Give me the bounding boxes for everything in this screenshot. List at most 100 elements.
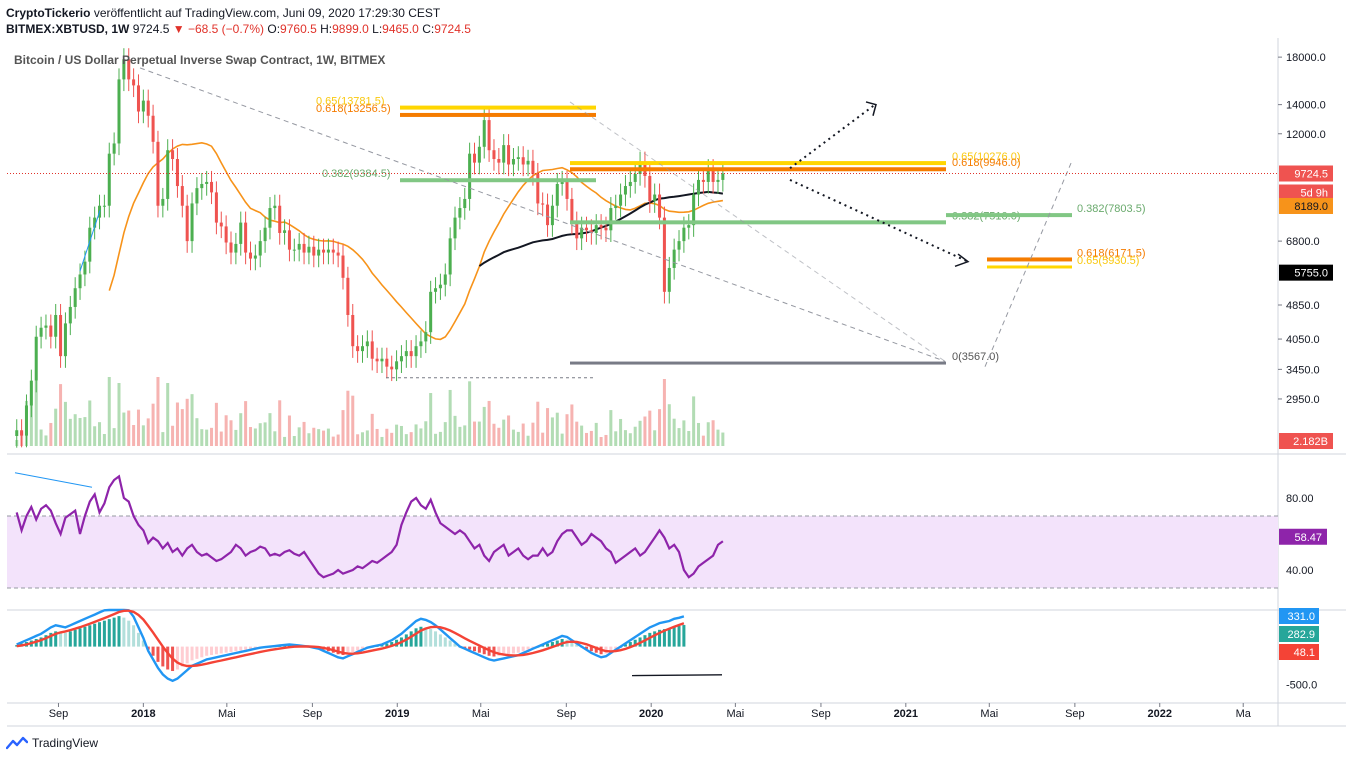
volume-bar: [492, 423, 496, 446]
footer-brand[interactable]: TradingView: [6, 736, 98, 750]
price-tick-label: 4850.0: [1286, 300, 1320, 312]
candle-body: [623, 186, 627, 195]
fib-level-label: 0.65(10276.0): [952, 151, 1021, 163]
candle-body: [443, 274, 447, 285]
volume-bar: [521, 423, 525, 446]
volume-bar: [677, 428, 681, 446]
price-tick-label: 18000.0: [1286, 52, 1326, 64]
candle-body: [575, 222, 579, 239]
volume-bar: [701, 435, 705, 446]
macd-histogram-bar: [419, 626, 423, 647]
candle-body: [239, 222, 243, 244]
volume-bar: [555, 412, 559, 446]
open-label: O:: [267, 22, 281, 36]
candle-body: [492, 150, 496, 160]
candle-body: [161, 198, 165, 206]
candle-body: [580, 227, 584, 239]
candle-body: [122, 59, 126, 80]
volume-bar: [219, 431, 223, 446]
candle-body: [677, 241, 681, 250]
fib-level-line: [570, 167, 946, 172]
macd-histogram-bar: [127, 620, 131, 647]
candle-body: [628, 181, 632, 187]
volume-bar: [214, 402, 218, 446]
candle-body: [136, 85, 140, 112]
volume-bar: [253, 428, 257, 446]
macd-histogram-bar: [448, 640, 452, 647]
macd-histogram-bar: [229, 646, 233, 652]
fib-level-label: 0.618(13256.5): [316, 103, 391, 115]
volume-bar: [453, 415, 457, 446]
time-tick-label: 2018: [131, 708, 155, 720]
volume-bar: [706, 422, 710, 446]
candle-body: [336, 252, 340, 256]
macd-histogram-bar: [195, 646, 199, 659]
candle-body: [721, 173, 725, 180]
volume-bar: [575, 421, 579, 446]
volume-bar: [648, 410, 652, 446]
macd-histogram-bar: [614, 646, 618, 649]
volume-badge: 2.182B: [1293, 436, 1328, 448]
macd-histogram-bar: [112, 617, 116, 647]
candle-body: [414, 346, 418, 357]
candle-body: [73, 288, 77, 307]
candle-body: [322, 249, 326, 253]
macd-histogram-bar: [623, 644, 627, 647]
candle-body: [507, 145, 511, 165]
macd-histogram-bar: [78, 628, 82, 647]
candle-body: [429, 291, 433, 333]
volume-bar: [307, 433, 311, 446]
ohlc-line: BITMEX:XBTUSD, 1W 9724.5 ▼ −68.5 (−0.7%)…: [6, 22, 471, 36]
bull-arrow: [789, 103, 876, 170]
macd-histogram-bar: [682, 625, 686, 647]
candle-body: [59, 314, 63, 357]
candle-body: [672, 249, 676, 268]
time-tick-label: Mai: [980, 708, 998, 720]
macd-histogram-bar: [224, 646, 228, 653]
time-tick-label: Mai: [218, 708, 236, 720]
macd-histogram-bar: [521, 646, 525, 652]
candle-body: [375, 358, 379, 362]
volume-bar: [356, 434, 360, 446]
volume-bar: [171, 425, 175, 446]
volume-bar: [716, 429, 720, 446]
macd-histogram-bar: [584, 646, 589, 649]
fib-level-line: [400, 105, 596, 110]
candle-body: [716, 179, 720, 182]
candle-body: [34, 336, 38, 381]
candle-body: [175, 159, 179, 187]
volume-bar: [102, 434, 106, 446]
macd-histogram-bar: [180, 646, 184, 667]
candle-body: [307, 246, 311, 253]
volume-bar: [326, 428, 330, 446]
volume-bar: [244, 401, 248, 446]
volume-bar: [44, 435, 48, 446]
volume-bar: [667, 404, 671, 446]
candle-body: [83, 261, 87, 275]
volume-bar: [511, 429, 515, 446]
volume-bar: [112, 428, 116, 446]
macd-histogram-bar: [482, 646, 486, 655]
candle-body: [20, 430, 24, 436]
candle-body: [273, 205, 277, 209]
candle-body: [68, 306, 72, 324]
candle-body: [15, 430, 19, 436]
price-change: −68.5 (−0.7%): [187, 22, 265, 36]
candle-body: [370, 341, 374, 359]
candle-body: [541, 203, 545, 205]
candle-body: [550, 205, 554, 226]
fib-level-line: [570, 361, 946, 365]
volume-bar: [565, 414, 569, 446]
volume-bar: [292, 436, 296, 446]
candle-body: [570, 198, 574, 223]
macd-histogram-bar: [190, 646, 194, 661]
candle-body: [210, 181, 214, 193]
volume-bar: [141, 425, 145, 446]
candle-body: [546, 204, 550, 226]
macd-histogram-bar: [239, 646, 243, 651]
candle-body: [78, 274, 82, 289]
volume-bar: [107, 377, 111, 446]
volume-bar: [98, 422, 102, 446]
fib-level-line: [987, 257, 1072, 262]
